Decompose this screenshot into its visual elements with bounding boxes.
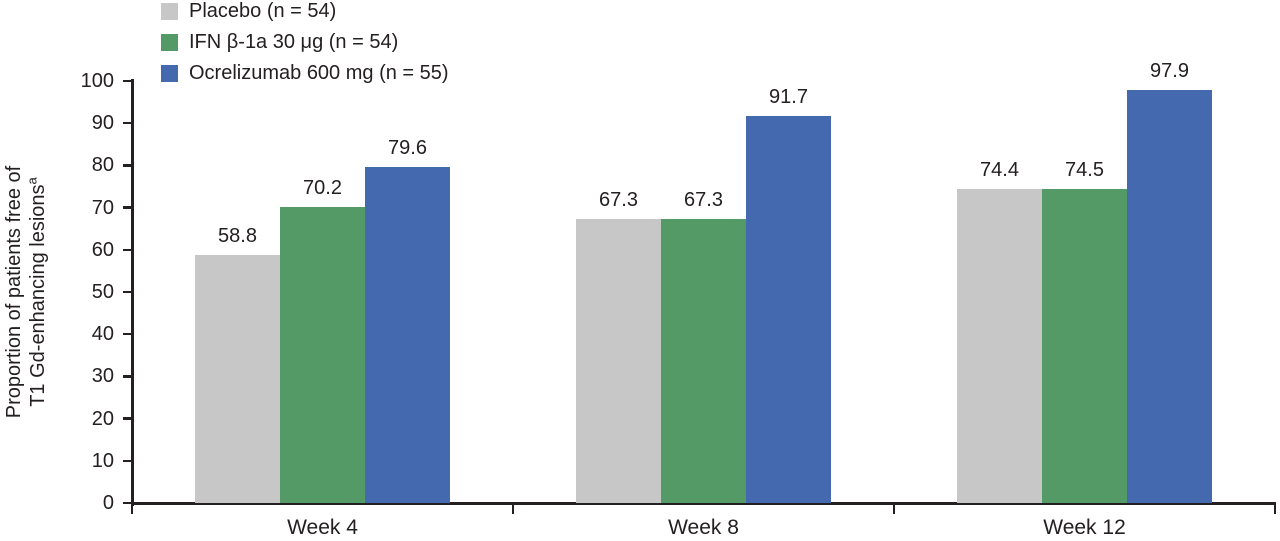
y-axis-tick xyxy=(123,121,132,125)
bar-value-label: 91.7 xyxy=(769,86,808,109)
y-tick-label: 80 xyxy=(91,154,114,177)
y-axis-tick xyxy=(123,459,132,463)
placebo-swatch-icon xyxy=(161,3,178,20)
x-axis-line xyxy=(131,502,1276,505)
bar-ocrelizumab-week-8 xyxy=(746,116,831,503)
legend-label: Ocrelizumab 600 mg (n = 55) xyxy=(189,62,449,84)
x-axis-tick xyxy=(1273,503,1277,514)
bar-value-label: 67.3 xyxy=(684,188,723,211)
legend-item-placebo: Placebo (n = 54) xyxy=(161,0,449,22)
bar-value-label: 74.4 xyxy=(980,159,1019,182)
y-tick-label: 20 xyxy=(91,407,114,430)
y-tick-label: 60 xyxy=(91,238,114,261)
legend-label: Placebo (n = 54) xyxy=(189,0,337,22)
legend-item-ifn-b1a: IFN β-1a 30 μg (n = 54) xyxy=(161,31,449,53)
y-tick-label: 70 xyxy=(91,196,114,219)
legend: Placebo (n = 54) IFN β-1a 30 μg (n = 54)… xyxy=(161,0,449,84)
ifn-b1a-swatch-icon xyxy=(161,34,178,51)
y-axis-title-line-1: Proportion of patients free of xyxy=(3,165,25,419)
x-category-label-week-4: Week 4 xyxy=(287,516,358,539)
x-axis-tick xyxy=(130,503,134,514)
y-axis-tick xyxy=(123,79,132,83)
x-axis-tick xyxy=(511,503,515,514)
y-tick-label: 100 xyxy=(80,70,114,92)
y-axis-tick xyxy=(123,290,132,294)
y-axis-tick xyxy=(123,501,132,505)
bar-value-label: 67.3 xyxy=(599,188,638,211)
y-axis-tick xyxy=(123,248,132,252)
bar-ocrelizumab-week-4 xyxy=(365,167,450,503)
bar-ifn-b1a-week-8 xyxy=(661,218,746,503)
bar-value-label: 58.8 xyxy=(218,224,257,247)
y-axis-tick xyxy=(123,164,132,167)
bar-value-label: 97.9 xyxy=(1150,59,1189,82)
y-tick-label: 50 xyxy=(91,281,114,303)
y-tick-label: 40 xyxy=(91,323,114,346)
legend-item-ocrelizumab: Ocrelizumab 600 mg (n = 55) xyxy=(161,62,449,84)
bar-placebo-week-8 xyxy=(576,218,661,503)
x-category-label-week-8: Week 8 xyxy=(668,516,739,539)
y-axis-title-superscript: a xyxy=(24,177,40,185)
y-axis-line xyxy=(131,79,134,506)
y-tick-label: 30 xyxy=(91,365,114,388)
legend-label: IFN β-1a 30 μg (n = 54) xyxy=(189,31,399,53)
bar-value-label: 70.2 xyxy=(303,176,342,199)
x-category-label-week-12: Week 12 xyxy=(1043,516,1126,539)
y-axis-tick xyxy=(123,206,132,209)
y-axis-tick xyxy=(123,417,132,420)
bar-placebo-week-4 xyxy=(195,254,280,503)
bar-ifn-b1a-week-12 xyxy=(1042,188,1127,503)
y-tick-label: 10 xyxy=(91,449,114,472)
y-tick-label: 0 xyxy=(102,492,114,514)
x-axis-tick xyxy=(892,503,896,514)
ocrelizumab-swatch-icon xyxy=(161,65,178,82)
bar-value-label: 79.6 xyxy=(388,137,427,160)
bar-value-label: 74.5 xyxy=(1065,158,1104,181)
y-tick-label: 90 xyxy=(91,112,114,135)
y-axis-tick xyxy=(123,375,132,378)
y-axis-tick xyxy=(123,332,132,336)
bar-ocrelizumab-week-12 xyxy=(1127,89,1212,503)
bar-placebo-week-12 xyxy=(957,189,1042,503)
bar-ifn-b1a-week-4 xyxy=(280,206,365,503)
